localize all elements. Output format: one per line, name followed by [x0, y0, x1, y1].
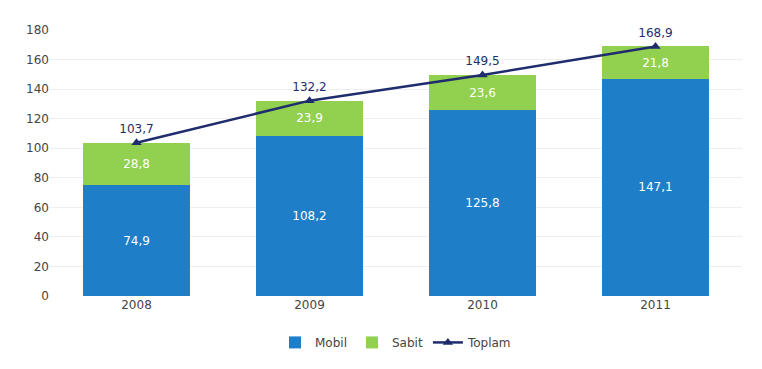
- svg-text:23,9: 23,9: [296, 111, 323, 125]
- svg-text:Mobil: Mobil: [315, 336, 347, 350]
- svg-text:28,8: 28,8: [123, 157, 150, 171]
- svg-text:2011: 2011: [640, 298, 671, 312]
- svg-text:120: 120: [26, 112, 49, 126]
- svg-text:108,2: 108,2: [292, 209, 326, 223]
- svg-text:Toplam: Toplam: [467, 336, 511, 350]
- svg-text:149,5: 149,5: [465, 54, 499, 68]
- svg-text:168,9: 168,9: [638, 26, 672, 40]
- svg-text:20: 20: [34, 260, 49, 274]
- svg-text:0: 0: [41, 289, 49, 303]
- svg-text:180: 180: [26, 23, 49, 37]
- svg-text:23,6: 23,6: [469, 86, 496, 100]
- svg-text:80: 80: [34, 171, 49, 185]
- svg-text:Sabit: Sabit: [392, 336, 423, 350]
- svg-text:2008: 2008: [121, 298, 152, 312]
- svg-text:103,7: 103,7: [119, 122, 153, 136]
- svg-text:125,8: 125,8: [465, 196, 499, 210]
- svg-text:60: 60: [34, 201, 49, 215]
- svg-text:2009: 2009: [294, 298, 325, 312]
- svg-text:147,1: 147,1: [638, 180, 672, 194]
- svg-text:74,9: 74,9: [123, 234, 150, 248]
- svg-text:21,8: 21,8: [642, 56, 669, 70]
- svg-text:140: 140: [26, 82, 49, 96]
- svg-text:100: 100: [26, 141, 49, 155]
- svg-text:160: 160: [26, 53, 49, 67]
- svg-text:132,2: 132,2: [292, 80, 326, 94]
- svg-text:2010: 2010: [467, 298, 498, 312]
- svg-text:40: 40: [34, 230, 49, 244]
